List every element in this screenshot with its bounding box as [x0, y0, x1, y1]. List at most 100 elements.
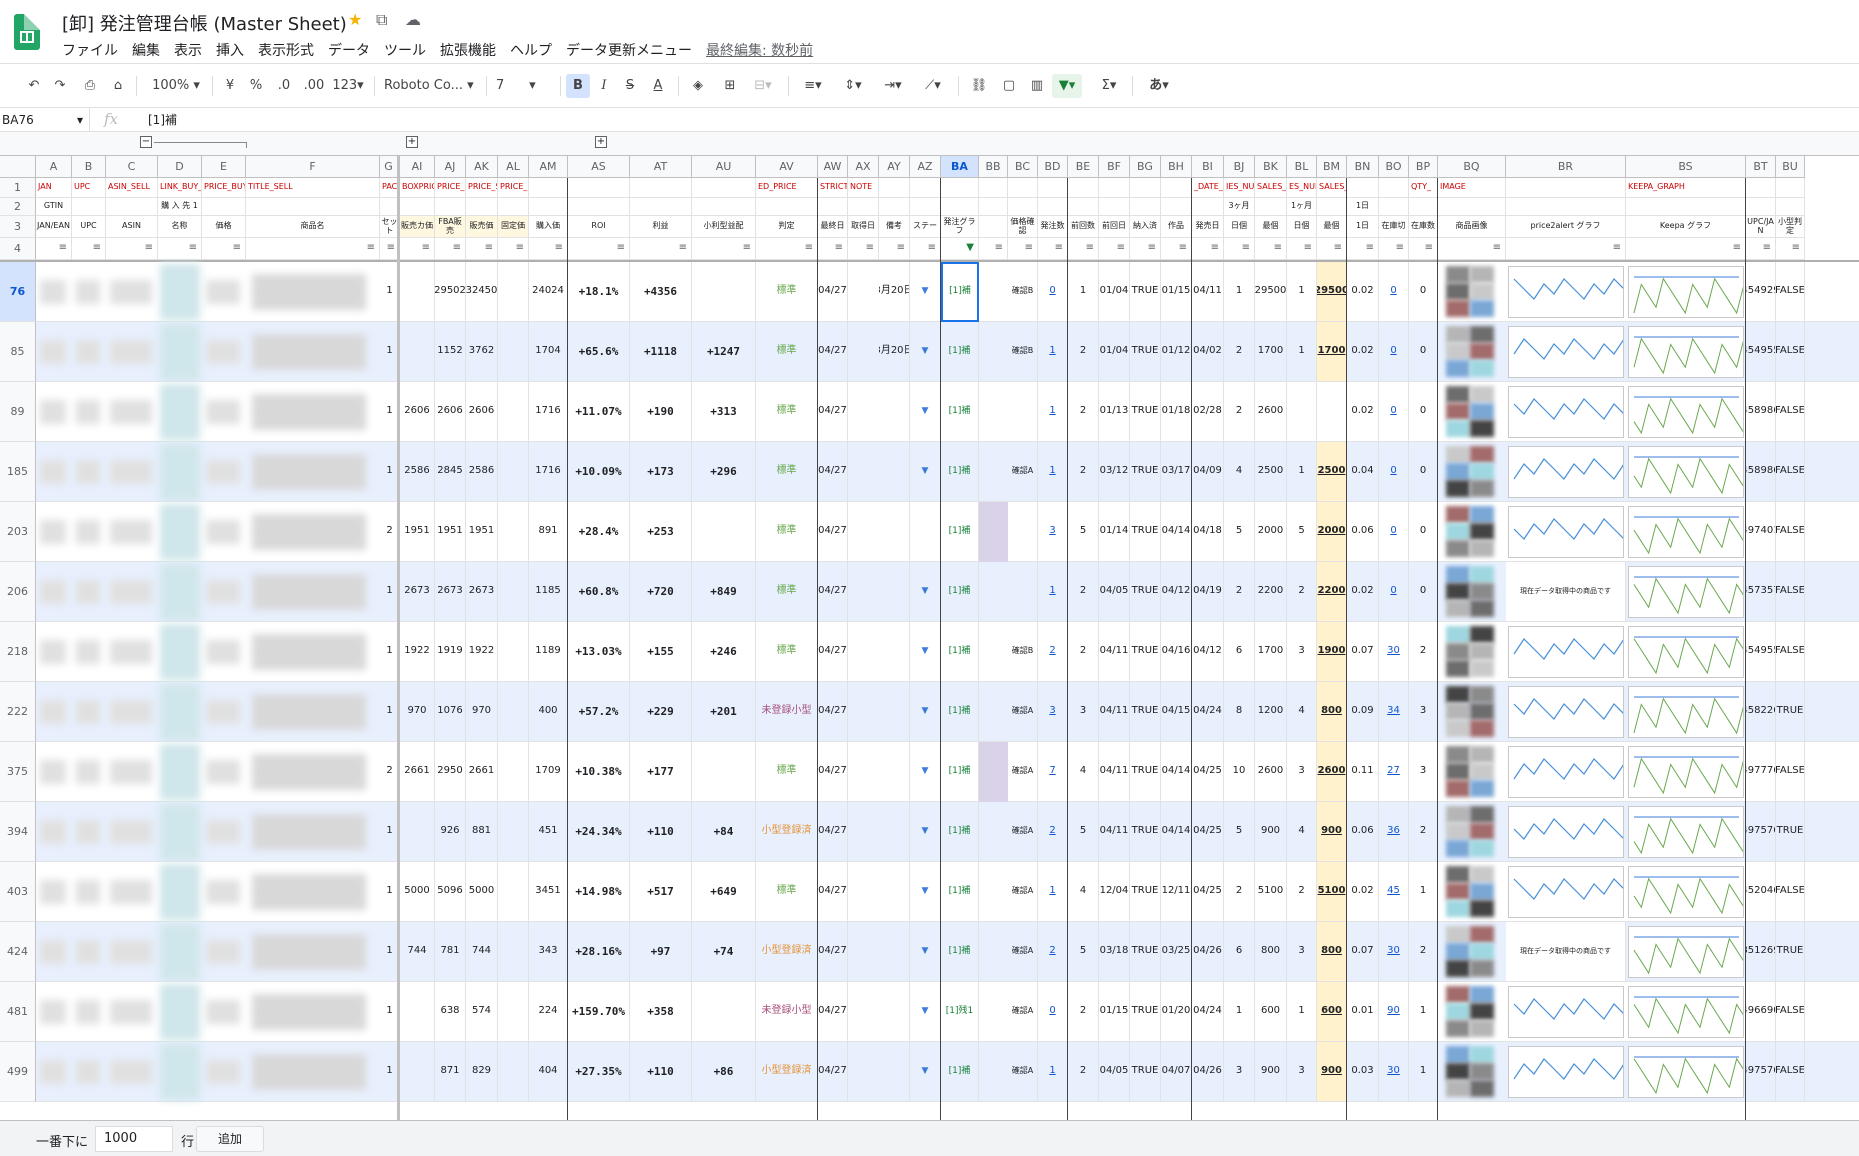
filter-icon[interactable]: ≡: [1224, 238, 1255, 260]
menu-file[interactable]: ファイル: [62, 43, 118, 59]
filter-icon[interactable]: ≡: [1038, 238, 1068, 260]
filter-icon[interactable]: ≡: [818, 238, 848, 260]
col-header-bc[interactable]: BC: [1008, 156, 1038, 178]
col-header-aw[interactable]: AW: [818, 156, 848, 178]
order-qty-link[interactable]: 1: [1038, 382, 1068, 442]
menu-view[interactable]: 表示: [174, 43, 202, 59]
order-flag-cell[interactable]: [1]補: [941, 502, 979, 562]
filter-icon[interactable]: ≡: [1068, 238, 1099, 260]
sheets-logo-icon[interactable]: [14, 14, 40, 50]
col-header-bu[interactable]: BU: [1776, 156, 1805, 178]
col-header-bb[interactable]: BB: [979, 156, 1008, 178]
col-header-c[interactable]: C: [106, 156, 158, 178]
zoom-select[interactable]: 100% ▾: [152, 78, 200, 93]
stockout-link[interactable]: 30: [1379, 1042, 1409, 1102]
order-qty-link[interactable]: 0: [1038, 262, 1068, 322]
filter-icon[interactable]: ≡: [466, 238, 498, 260]
filter-icon[interactable]: ≡: [158, 238, 202, 260]
col-header-bs[interactable]: BS: [1626, 156, 1746, 178]
collapse-group-button[interactable]: −: [140, 136, 152, 148]
order-flag-cell[interactable]: [1]補: [941, 922, 979, 982]
filter-icon[interactable]: ≡: [879, 238, 910, 260]
filter-icon[interactable]: ≡: [246, 238, 380, 260]
col-header-bk[interactable]: BK: [1255, 156, 1287, 178]
col-header-aj[interactable]: AJ: [435, 156, 466, 178]
order-qty-link[interactable]: 1: [1038, 442, 1068, 502]
menu-insert[interactable]: 挿入: [216, 43, 244, 59]
row-header-185[interactable]: 185: [0, 442, 36, 502]
insert-chart-icon[interactable]: ▥: [1030, 78, 1044, 93]
order-flag-cell[interactable]: [1]補: [941, 1042, 979, 1102]
status-dropdown-icon[interactable]: ▼: [910, 682, 941, 742]
stockout-link[interactable]: 30: [1379, 622, 1409, 682]
filter-icon[interactable]: ≡: [1626, 238, 1746, 260]
col-header-bf[interactable]: BF: [1099, 156, 1130, 178]
col-header-ax[interactable]: AX: [848, 156, 879, 178]
menu-format[interactable]: 表示形式: [258, 43, 314, 59]
order-qty-link[interactable]: 7: [1038, 742, 1068, 802]
col-header-am[interactable]: AM: [529, 156, 568, 178]
filter-icon[interactable]: ≡: [1287, 238, 1317, 260]
print-icon[interactable]: ⎙: [84, 78, 96, 93]
insert-comment-icon[interactable]: ▢: [1002, 78, 1016, 93]
order-qty-link[interactable]: 3: [1038, 502, 1068, 562]
stockout-link[interactable]: 36: [1379, 802, 1409, 862]
font-family-select[interactable]: Roboto Co... ▾: [384, 78, 474, 93]
more-formats-select[interactable]: 123▾: [332, 78, 364, 93]
order-qty-link[interactable]: 1: [1038, 862, 1068, 922]
row-header-499[interactable]: 499: [0, 1042, 36, 1102]
stockout-link[interactable]: 0: [1379, 322, 1409, 382]
col-header-bd[interactable]: BD: [1038, 156, 1068, 178]
filter-icon[interactable]: ≡: [435, 238, 466, 260]
col-header-b[interactable]: B: [72, 156, 106, 178]
functions-button[interactable]: Σ▾: [1101, 78, 1117, 93]
fill-color-icon[interactable]: ◈: [693, 78, 703, 93]
order-flag-cell[interactable]: [1]補: [941, 802, 979, 862]
col-header-at[interactable]: AT: [630, 156, 692, 178]
filter-icon[interactable]: ≡: [1130, 238, 1161, 260]
order-qty-link[interactable]: 2: [1038, 622, 1068, 682]
col-header-ak[interactable]: AK: [466, 156, 498, 178]
col-header-bm[interactable]: BM: [1317, 156, 1347, 178]
formula-input[interactable]: [1]補: [148, 113, 177, 127]
stockout-link[interactable]: 0: [1379, 442, 1409, 502]
filter-icon[interactable]: ▼▾: [1052, 74, 1082, 98]
status-dropdown-icon[interactable]: ▼: [910, 1042, 941, 1102]
status-dropdown-icon[interactable]: ▼: [910, 382, 941, 442]
order-qty-link[interactable]: 1: [1038, 322, 1068, 382]
filter-icon[interactable]: ≡: [72, 238, 106, 260]
strikethrough-button[interactable]: S: [625, 78, 635, 93]
filter-icon[interactable]: ≡: [1099, 238, 1130, 260]
vertical-align-icon[interactable]: ⇕▾: [844, 78, 862, 93]
col-header-bt[interactable]: BT: [1746, 156, 1776, 178]
row-header-2[interactable]: 2: [0, 198, 36, 216]
order-qty-link[interactable]: 1: [1038, 562, 1068, 622]
input-tools-button[interactable]: あ▾: [1149, 78, 1169, 93]
bold-button[interactable]: B: [566, 74, 590, 98]
order-flag-cell[interactable]: [1]補: [941, 562, 979, 622]
order-flag-cell[interactable]: [1]補: [941, 622, 979, 682]
rows-count-input[interactable]: 1000: [95, 1126, 173, 1152]
status-dropdown-icon[interactable]: [910, 502, 941, 562]
row-header-76[interactable]: 76: [0, 262, 36, 322]
row-header-218[interactable]: 218: [0, 622, 36, 682]
row-header-85[interactable]: 85: [0, 322, 36, 382]
status-dropdown-icon[interactable]: ▼: [910, 862, 941, 922]
select-all-corner[interactable]: [0, 156, 36, 178]
text-color-button[interactable]: A: [653, 78, 663, 93]
filter-icon[interactable]: ≡: [756, 238, 818, 260]
col-header-bg[interactable]: BG: [1130, 156, 1161, 178]
row-header-375[interactable]: 375: [0, 742, 36, 802]
col-header-ay[interactable]: AY: [879, 156, 910, 178]
filter-icon[interactable]: ≡: [1255, 238, 1287, 260]
col-header-au[interactable]: AU: [692, 156, 756, 178]
stockout-link[interactable]: 0: [1379, 562, 1409, 622]
col-header-f[interactable]: F: [246, 156, 380, 178]
col-header-bp[interactable]: BP: [1409, 156, 1438, 178]
menu-edit[interactable]: 編集: [132, 43, 160, 59]
status-dropdown-icon[interactable]: ▼: [910, 442, 941, 502]
status-dropdown-icon[interactable]: ▼: [910, 262, 941, 322]
order-flag-cell[interactable]: [1]補: [941, 682, 979, 742]
menu-data-update[interactable]: データ更新メニュー: [566, 43, 692, 59]
col-header-be[interactable]: BE: [1068, 156, 1099, 178]
